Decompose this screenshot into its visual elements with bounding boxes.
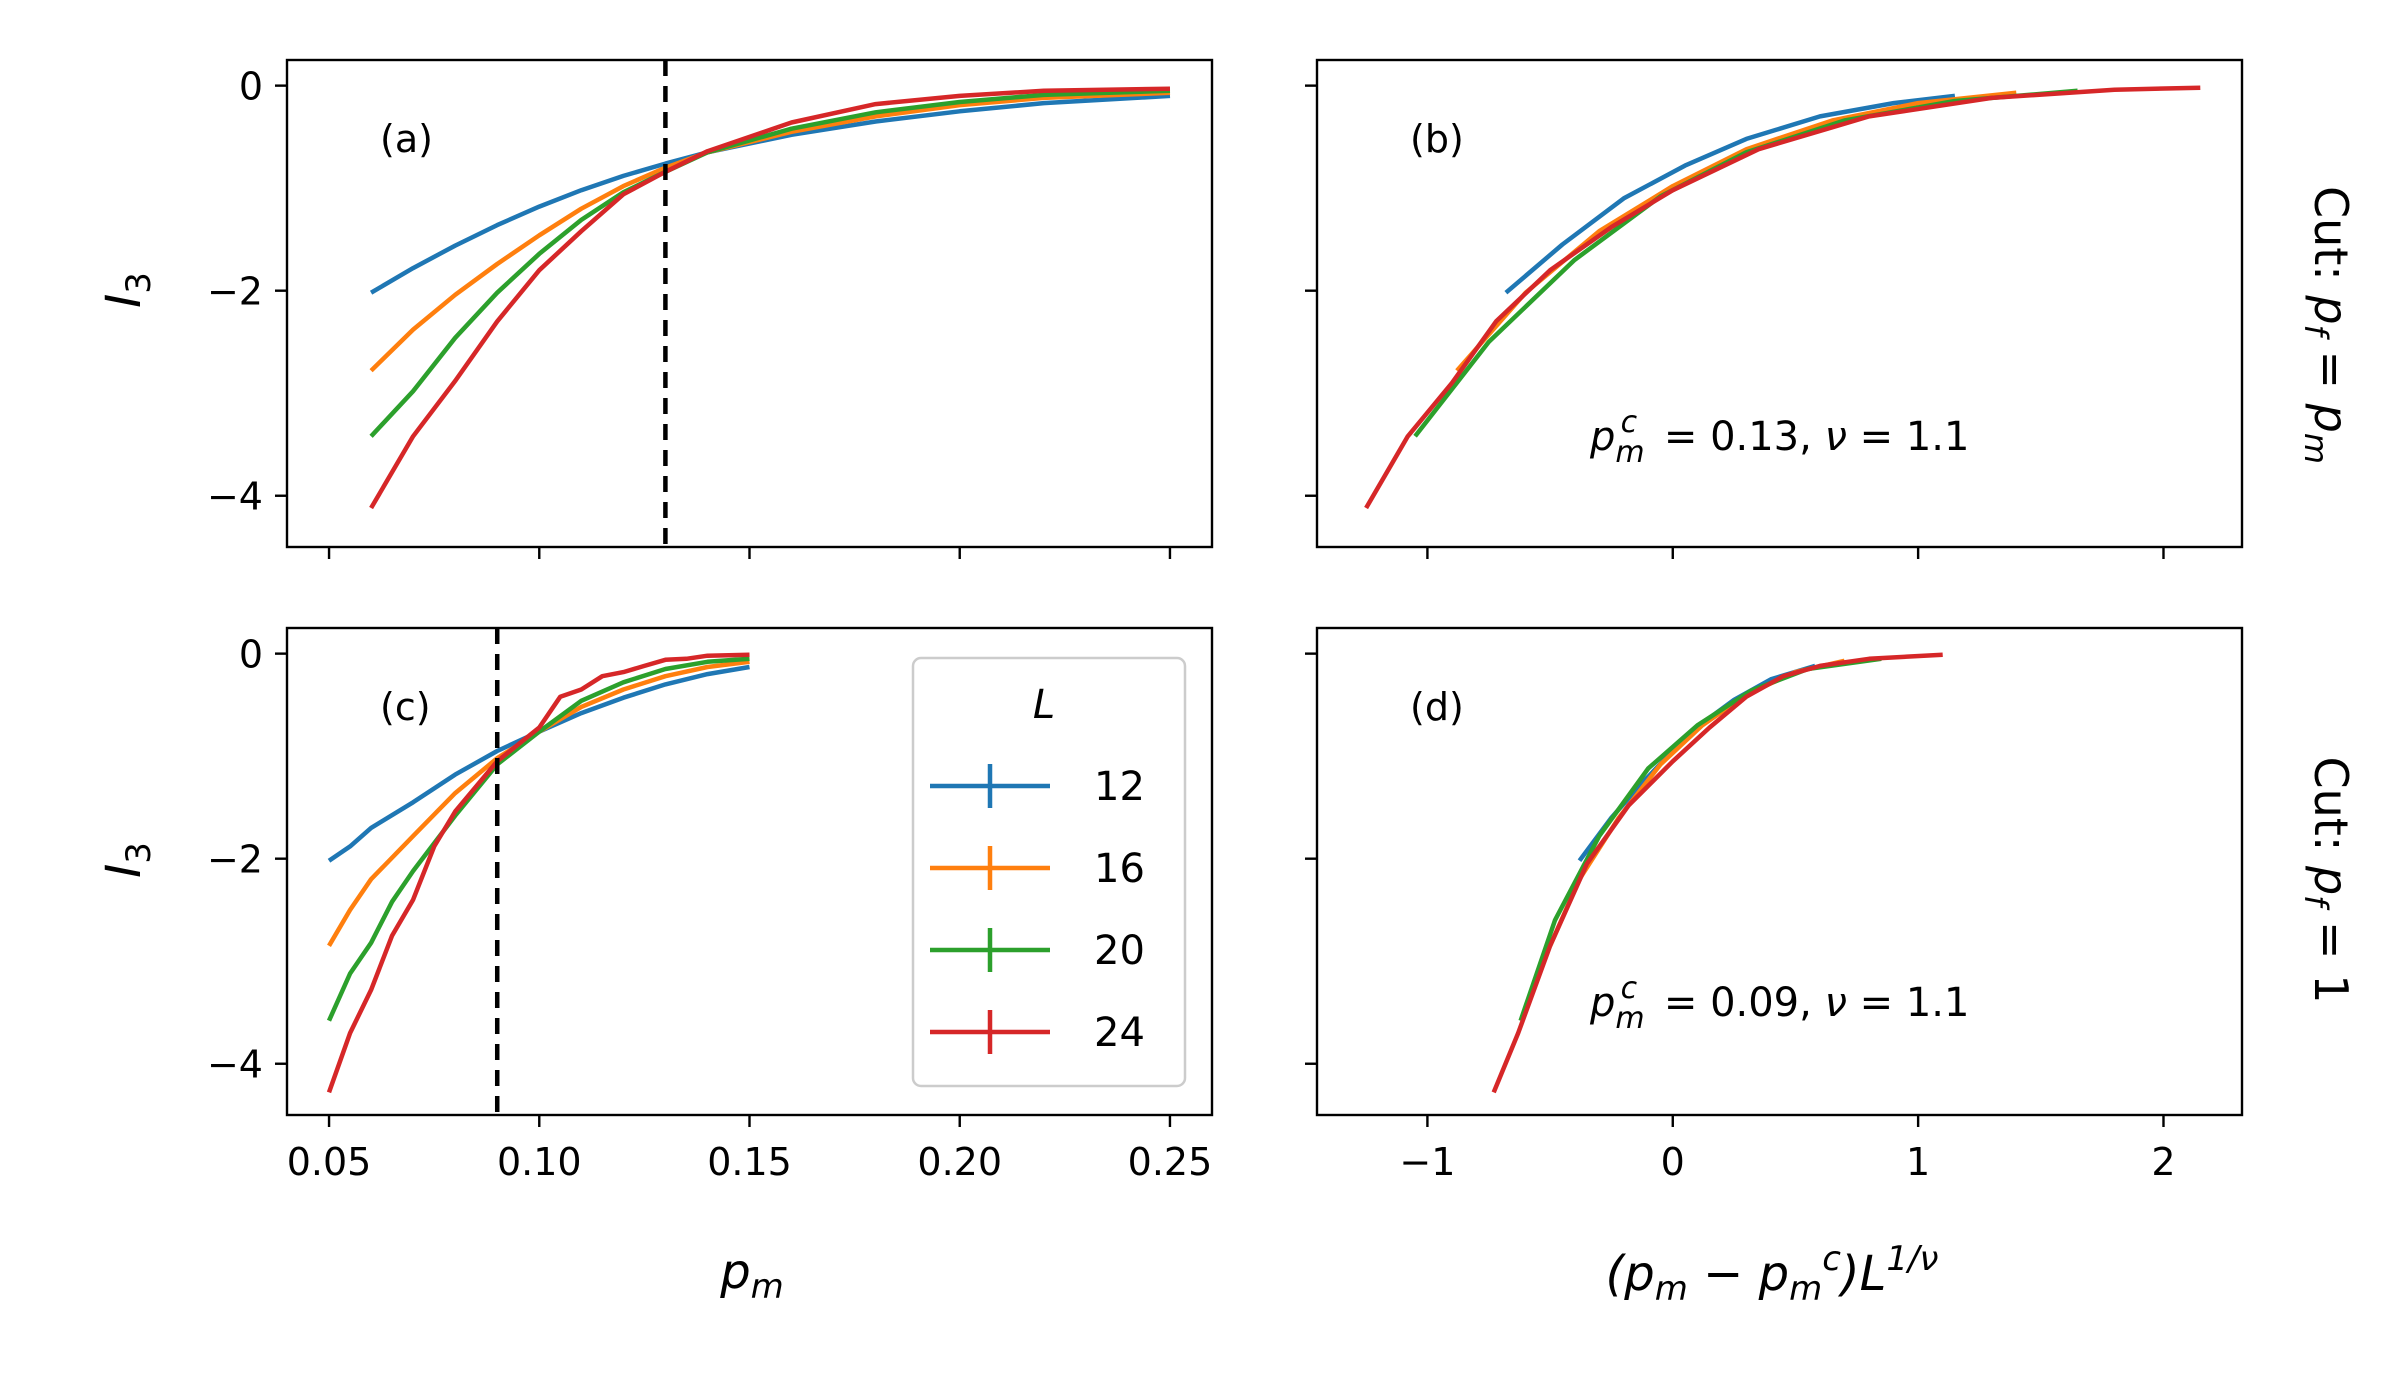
row-label-bottom: Cut: pf = 1 (2297, 757, 2358, 1004)
legend: L 12 16 20 24 (911, 656, 1187, 1088)
series-L12-panel-b (1504, 93, 1956, 295)
series-L12-panel-d (1577, 663, 1816, 863)
svg-text:(pm − pmc)L1/ν: (pm − pmc)L1/ν (1606, 1239, 1939, 1309)
panel-c: 0.05 0.10 0.15 0.20 0.25 0 −2 −4 (c) (207, 626, 1214, 1184)
svg-text:I3: I3 (96, 842, 159, 878)
x-tick-label-panel-c: 0.25 (1128, 1140, 1213, 1184)
svg-text:pm: pm (719, 1244, 784, 1307)
annotation-b: pmc = 0.13, ν = 1.1 (1589, 405, 1969, 470)
series-L24-panel-a (369, 86, 1171, 510)
x-tick-label-panel-d: 1 (1906, 1140, 1930, 1184)
y-axis-label-bottom: I3 (96, 842, 159, 878)
series-L24-panel-d (1491, 652, 1943, 1094)
x-axis-label-left: pm (719, 1244, 784, 1307)
series-L12-panel-a (369, 93, 1171, 295)
x-tick-label-panel-c: 0.15 (707, 1140, 792, 1184)
y-tick-label-panel-a: 0 (239, 65, 263, 109)
panel-label-d: (d) (1410, 685, 1464, 729)
series-L12-panel-c (327, 664, 750, 863)
x-tick-label-panel-c: 0.05 (287, 1140, 372, 1184)
y-axis-label-top: I3 (96, 272, 159, 308)
series-L16-panel-b (1455, 90, 2017, 373)
series-L16-panel-a (369, 90, 1171, 373)
y-tick-label-panel-a: −4 (207, 475, 263, 519)
x-tick-label-panel-d: 0 (1661, 1140, 1685, 1184)
annotation-d: pmc = 0.09, ν = 1.1 (1589, 971, 1969, 1036)
y-tick-label-panel-c: −2 (207, 838, 263, 882)
svg-text:pmc = 0.13, ν = 1.1: pmc = 0.13, ν = 1.1 (1589, 405, 1969, 470)
legend-label-L20: 20 (1094, 928, 1145, 974)
svg-text:Cut: pf = pm: Cut: pf = pm (2297, 186, 2358, 464)
svg-text:I3: I3 (96, 272, 159, 308)
legend-label-L12: 12 (1094, 764, 1145, 810)
y-tick-label-panel-c: −4 (207, 1043, 263, 1087)
y-tick-label-panel-c: 0 (239, 633, 263, 677)
panel-b: (b) (1305, 58, 2244, 559)
series-L24-panel-c (326, 652, 750, 1094)
svg-text:pmc = 0.09, ν = 1.1: pmc = 0.09, ν = 1.1 (1589, 971, 1969, 1036)
panel-d: −1 0 1 2 (d) (1305, 626, 2244, 1184)
x-axis-label-right: (pm − pmc)L1/ν (1606, 1239, 1939, 1309)
row-label-top: Cut: pf = pm (2297, 186, 2358, 464)
panel-a: 0 −2 −4 (a) (207, 58, 1214, 559)
series-L20-panel-d (1518, 656, 1882, 1022)
panel-label-c: (c) (380, 685, 431, 729)
axes-frame-panel-d (1315, 626, 2244, 1117)
x-tick-label-panel-c: 0.20 (917, 1140, 1002, 1184)
panel-label-b: (b) (1410, 117, 1464, 161)
legend-label-L24: 24 (1094, 1010, 1145, 1056)
legend-label-L16: 16 (1094, 846, 1145, 892)
series-L16-panel-d (1548, 658, 1846, 947)
axes-frame-panel-b (1315, 58, 2244, 549)
y-tick-label-panel-a: −2 (207, 270, 263, 314)
svg-text:Cut: pf = 1: Cut: pf = 1 (2297, 757, 2358, 1004)
x-tick-label-panel-d: −1 (1399, 1140, 1455, 1184)
series-L24-panel-b (1364, 85, 2201, 510)
legend-box (911, 656, 1187, 1088)
x-tick-label-panel-d: 2 (2151, 1140, 2175, 1184)
legend-title: L (1033, 682, 1055, 728)
panel-label-a: (a) (380, 117, 433, 161)
series-L20-panel-a (369, 88, 1171, 438)
series-L20-panel-b (1413, 88, 2078, 438)
x-tick-label-panel-c: 0.10 (497, 1140, 582, 1184)
